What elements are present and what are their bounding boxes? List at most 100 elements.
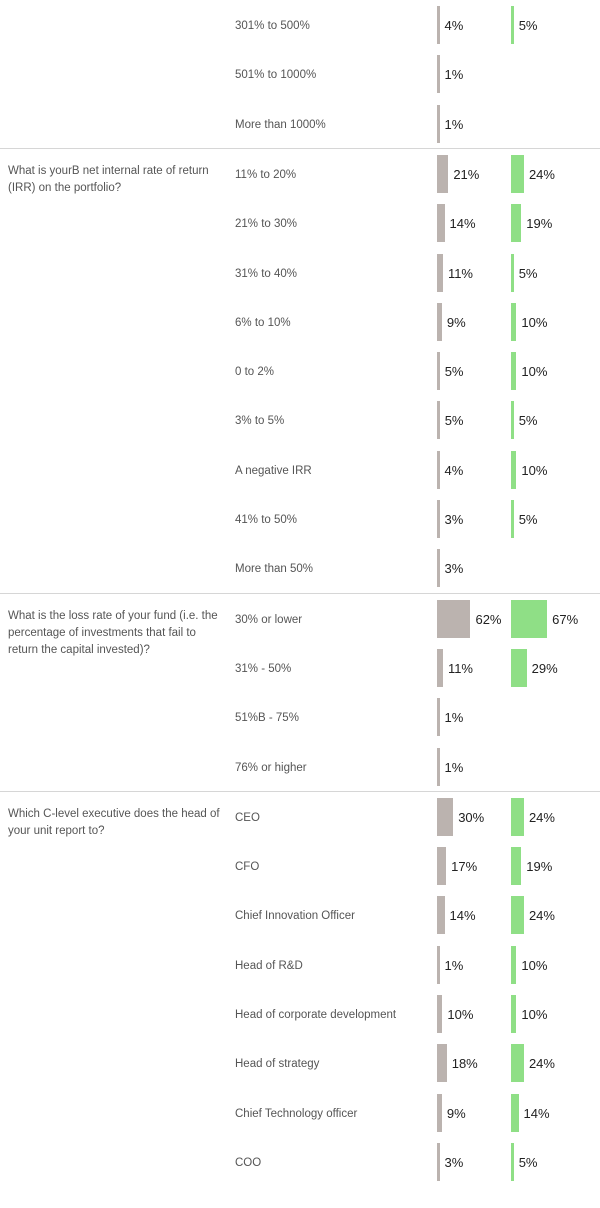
value-label-series-a: 9% bbox=[446, 1105, 466, 1121]
value-label-series-a: 3% bbox=[444, 1154, 464, 1170]
category-label: 0 to 2% bbox=[235, 366, 274, 379]
bar-series-b bbox=[511, 253, 514, 292]
value-label-series-b: 10% bbox=[521, 314, 548, 330]
category-label: CFO bbox=[235, 861, 260, 874]
value-label-series-b: 24% bbox=[528, 166, 555, 182]
value-label-series-b: 24% bbox=[528, 809, 555, 825]
category-label: 11% to 20% bbox=[235, 168, 297, 181]
group-separator bbox=[0, 790, 600, 792]
bar-series-a bbox=[437, 1044, 447, 1083]
value-label-series-b: 14% bbox=[523, 1105, 550, 1121]
bar-series-a bbox=[437, 1142, 440, 1181]
value-label-series-a: 1% bbox=[444, 116, 464, 132]
value-label-series-a: 14% bbox=[449, 216, 476, 232]
value-label-series-a: 62% bbox=[475, 611, 502, 627]
value-label-series-b: 19% bbox=[526, 859, 553, 875]
category-label: 30% or lower bbox=[235, 613, 303, 626]
bar-series-b bbox=[511, 154, 524, 193]
category-label: 21% to 30% bbox=[235, 218, 298, 231]
bar-series-b bbox=[511, 1044, 524, 1083]
category-label: 31% - 50% bbox=[235, 662, 292, 675]
value-label-series-a: 5% bbox=[444, 364, 464, 380]
bar-series-b bbox=[511, 945, 517, 984]
bar-series-a bbox=[437, 995, 443, 1033]
value-label-series-a: 3% bbox=[444, 512, 464, 527]
bar-series-a bbox=[437, 549, 440, 588]
value-label-series-a: 3% bbox=[444, 561, 464, 577]
value-label-series-b: 10% bbox=[521, 957, 548, 973]
bar-series-a bbox=[437, 1093, 442, 1132]
value-label-series-a: 1% bbox=[444, 710, 464, 726]
category-label: 31% to 40% bbox=[235, 267, 298, 280]
value-label-series-a: 11% bbox=[447, 660, 473, 676]
category-label: More than 1000% bbox=[235, 118, 326, 131]
category-label: Head of R&D bbox=[235, 959, 303, 972]
bar-series-b bbox=[511, 847, 522, 886]
category-label: 41% to 50% bbox=[235, 514, 298, 526]
category-label: 3% to 5% bbox=[235, 415, 285, 428]
category-label: 76% or higher bbox=[235, 761, 307, 774]
bar-series-a bbox=[437, 747, 440, 786]
value-label-series-b: 29% bbox=[531, 660, 558, 676]
value-label-series-a: 5% bbox=[444, 413, 464, 429]
bar-series-a bbox=[437, 104, 440, 143]
value-label-series-a: 9% bbox=[446, 314, 466, 330]
value-label-series-a: 30% bbox=[458, 809, 485, 825]
value-label-series-b: 24% bbox=[528, 908, 555, 924]
category-label: 51%B - 75% bbox=[235, 712, 299, 725]
bar-series-a bbox=[437, 6, 440, 44]
value-label-series-b: 67% bbox=[552, 611, 579, 627]
category-label: 301% to 500% bbox=[235, 20, 310, 32]
bar-series-b bbox=[511, 1093, 519, 1132]
category-label: Chief Technology officer bbox=[235, 1107, 358, 1120]
value-label-series-a: 17% bbox=[451, 859, 478, 875]
value-label-series-b: 10% bbox=[521, 364, 548, 380]
category-label: More than 50% bbox=[235, 563, 313, 576]
bar-series-a bbox=[437, 204, 445, 243]
value-label-series-b: 5% bbox=[518, 1154, 538, 1170]
bar-series-b bbox=[511, 204, 522, 243]
value-label-series-a: 1% bbox=[444, 67, 464, 83]
value-label-series-b: 5% bbox=[518, 413, 538, 429]
question-text: Which C-level executive does the head of… bbox=[8, 807, 220, 837]
category-label: Head of strategy bbox=[235, 1058, 320, 1071]
question-text: What is the loss rate of your fund (i.e.… bbox=[8, 609, 218, 656]
bar-series-a bbox=[437, 945, 440, 984]
bar-series-a bbox=[437, 352, 440, 391]
category-label: CEO bbox=[235, 811, 260, 824]
bar-series-b bbox=[511, 401, 514, 440]
category-label: Head of corporate development bbox=[235, 1009, 397, 1021]
value-label-series-b: 10% bbox=[521, 462, 548, 478]
bar-series-a bbox=[437, 401, 440, 440]
bar-series-a bbox=[437, 896, 445, 935]
value-label-series-a: 4% bbox=[444, 462, 464, 478]
bar-series-a bbox=[437, 154, 449, 193]
value-label-series-b: 5% bbox=[518, 512, 538, 527]
bar-series-b bbox=[511, 500, 514, 538]
value-label-series-a: 1% bbox=[444, 759, 464, 775]
group-separator bbox=[0, 592, 600, 594]
value-label-series-a: 18% bbox=[451, 1056, 478, 1072]
bar-series-b bbox=[511, 896, 524, 935]
value-label-series-a: 4% bbox=[444, 18, 464, 33]
bar-series-b bbox=[511, 450, 517, 489]
bar-series-b bbox=[511, 6, 514, 44]
value-label-series-b: 10% bbox=[521, 1007, 548, 1022]
bar-series-a bbox=[437, 599, 471, 638]
value-label-series-a: 21% bbox=[453, 166, 480, 182]
category-label: Chief Innovation Officer bbox=[235, 910, 355, 923]
category-label: 501% to 1000% bbox=[235, 69, 317, 82]
bar-series-b bbox=[511, 352, 517, 391]
bar-series-b bbox=[511, 797, 524, 836]
bar-series-b bbox=[511, 599, 548, 638]
value-label-series-a: 1% bbox=[444, 957, 464, 973]
bar-series-a bbox=[437, 500, 440, 538]
value-label-series-a: 11% bbox=[447, 265, 473, 281]
category-label: A negative IRR bbox=[235, 464, 312, 477]
bar-series-b bbox=[511, 995, 517, 1033]
bar-series-a bbox=[437, 450, 440, 489]
group-separator bbox=[0, 147, 600, 149]
value-label-series-b: 24% bbox=[528, 1056, 555, 1072]
value-label-series-b: 5% bbox=[518, 265, 538, 281]
